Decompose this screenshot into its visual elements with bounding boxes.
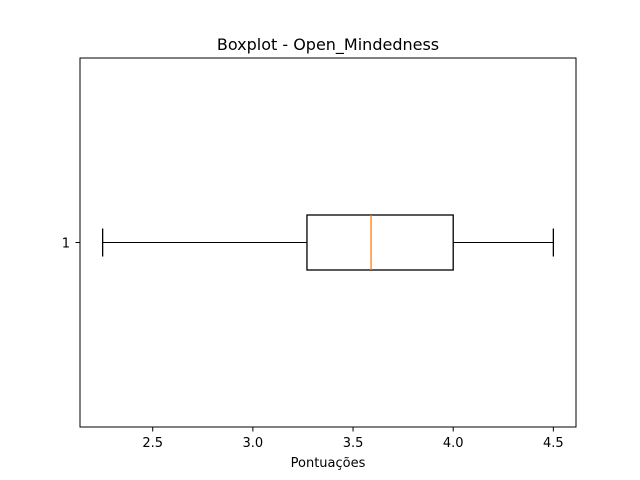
x-tick-label: 4.0 bbox=[443, 436, 464, 451]
box-series bbox=[101, 214, 555, 271]
box-group bbox=[101, 214, 555, 271]
x-tick-label: 2.5 bbox=[142, 436, 163, 451]
x-tick-label: 3.5 bbox=[343, 436, 364, 451]
chart-title: Boxplot - Open_Mindedness bbox=[217, 35, 439, 55]
x-tick-label: 4.5 bbox=[543, 436, 564, 451]
x-axis-ticks: 2.5 3.0 3.5 4.0 4.5 bbox=[142, 427, 564, 451]
y-tick-label: 1 bbox=[62, 237, 70, 252]
x-axis-label: Pontuações bbox=[291, 456, 366, 471]
y-axis-ticks: 1 bbox=[62, 237, 80, 252]
iqr-box bbox=[306, 214, 454, 271]
x-tick-label: 3.0 bbox=[243, 436, 264, 451]
